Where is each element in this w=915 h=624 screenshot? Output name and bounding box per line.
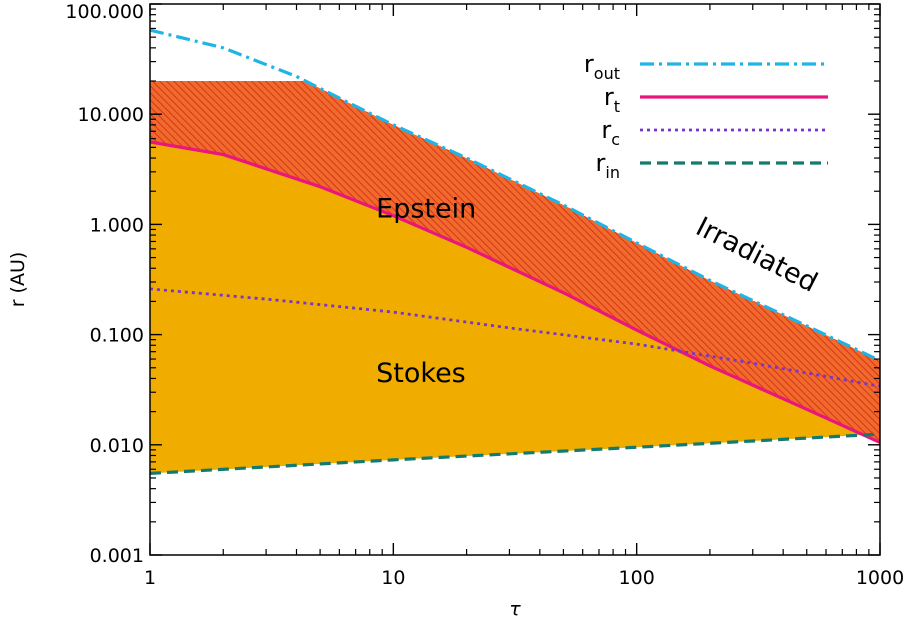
series-line-r-in [150, 432, 880, 476]
y-tick-label: 0.001 [90, 545, 144, 567]
irradiated-region [150, 81, 880, 443]
filled-regions [150, 81, 880, 474]
y-tick-label: 100.000 [65, 1, 144, 23]
stokes-epstein-region [150, 141, 880, 474]
x-tick-label: 100 [619, 567, 655, 589]
x-tick-label: 10 [381, 567, 405, 589]
y-axis-title: r (AU) [7, 252, 29, 308]
legend-entry-r-out: rout [584, 50, 828, 83]
series-lines [150, 28, 880, 476]
y-tick-label: 10.000 [78, 104, 144, 126]
x-tick-label: 1 [144, 567, 156, 589]
series-line-r-t [150, 140, 880, 444]
plot-frame [149, 3, 881, 556]
x-tick-label: 1000 [856, 567, 904, 589]
legend-entry-r-t: rt [604, 83, 828, 116]
region-label-stokes: Stokes [376, 358, 466, 389]
x-axis-title: τ [509, 598, 521, 620]
y-tick-label: 0.010 [90, 435, 144, 457]
legend-entry-r-c: rc [601, 116, 828, 149]
legend-entry-r-in: rin [596, 149, 828, 182]
legend-label: rin [596, 149, 620, 182]
legend-label: rt [604, 83, 620, 116]
y-tick-label: 0.100 [90, 325, 144, 347]
y-tick-label: 1.000 [90, 214, 144, 236]
series-line-r-out [150, 28, 880, 363]
legend-label: rc [601, 116, 620, 149]
legend-label: rout [584, 50, 620, 83]
axes: 1 10 100 1000 0.001 0.010 0.100 1.000 10.000 100.… [7, 1, 904, 620]
region-label-epstein: Epstein [376, 194, 476, 225]
